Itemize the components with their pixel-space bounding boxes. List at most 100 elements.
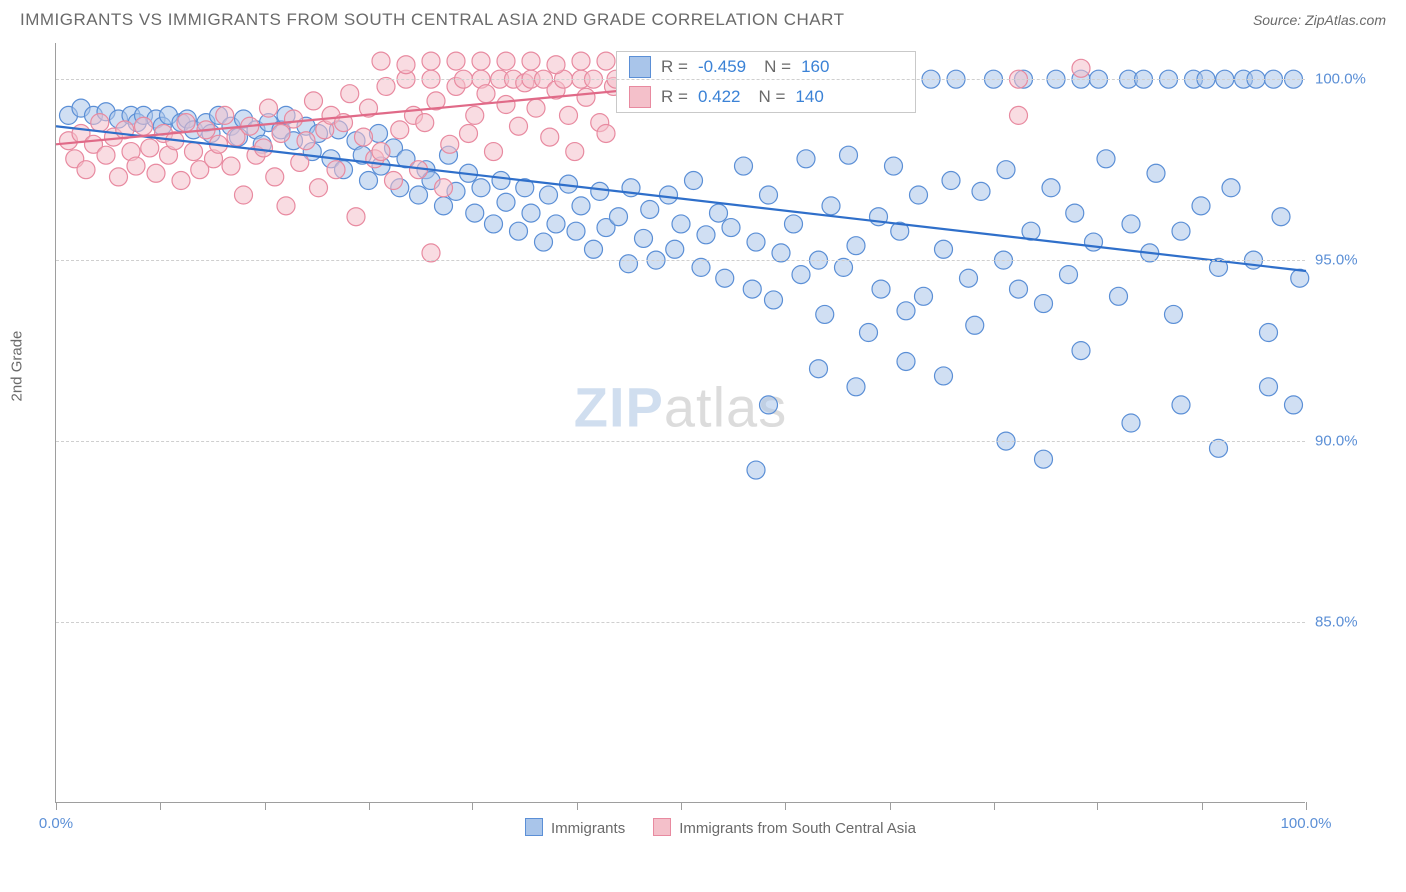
data-point (1110, 287, 1128, 305)
data-point (391, 121, 409, 139)
data-point (355, 128, 373, 146)
data-point (360, 172, 378, 190)
data-point (1042, 179, 1060, 197)
data-point (1172, 222, 1190, 240)
data-point (1060, 266, 1078, 284)
legend-swatch (525, 818, 543, 836)
data-point (685, 172, 703, 190)
y-tick-label: 95.0% (1315, 252, 1375, 269)
x-tick (1306, 802, 1307, 810)
data-point (1222, 179, 1240, 197)
data-point (997, 161, 1015, 179)
grid-line (56, 79, 1305, 80)
data-point (722, 219, 740, 237)
data-point (915, 287, 933, 305)
data-point (735, 157, 753, 175)
data-point (672, 215, 690, 233)
data-point (472, 179, 490, 197)
data-point (77, 161, 95, 179)
data-point (1035, 295, 1053, 313)
data-point (697, 226, 715, 244)
data-point (522, 52, 540, 70)
data-point (660, 186, 678, 204)
data-point (1260, 324, 1278, 342)
chart-container: 2nd Grade ZIPatlas R =-0.459N =160R =0.4… (55, 43, 1386, 803)
data-point (522, 204, 540, 222)
x-tick (994, 802, 995, 810)
data-point (447, 52, 465, 70)
data-point (1010, 106, 1028, 124)
data-point (597, 124, 615, 142)
data-point (147, 164, 165, 182)
data-point (792, 266, 810, 284)
data-point (397, 56, 415, 74)
data-point (1085, 233, 1103, 251)
data-point (497, 193, 515, 211)
data-point (597, 52, 615, 70)
data-point (110, 168, 128, 186)
data-point (1192, 197, 1210, 215)
data-point (441, 135, 459, 153)
data-point (472, 52, 490, 70)
data-point (540, 186, 558, 204)
x-tick (56, 802, 57, 810)
data-point (1291, 269, 1309, 287)
data-point (327, 161, 345, 179)
n-label: N = (758, 87, 785, 107)
data-point (560, 106, 578, 124)
x-tick (265, 802, 266, 810)
grid-line (56, 260, 1305, 261)
legend-swatch (653, 818, 671, 836)
y-tick-label: 85.0% (1315, 614, 1375, 631)
data-point (872, 280, 890, 298)
data-point (177, 114, 195, 132)
data-point (91, 114, 109, 132)
r-value: 0.422 (698, 87, 741, 107)
correlation-row: R =0.422N =140 (617, 82, 915, 112)
data-point (840, 146, 858, 164)
data-point (743, 280, 761, 298)
data-point (492, 172, 510, 190)
grid-line (56, 622, 1305, 623)
data-point (797, 150, 815, 168)
legend-swatch (629, 56, 651, 78)
data-point (435, 197, 453, 215)
chart-header: IMMIGRANTS VS IMMIGRANTS FROM SOUTH CENT… (0, 0, 1406, 38)
data-point (591, 182, 609, 200)
data-point (235, 186, 253, 204)
data-point (541, 128, 559, 146)
data-point (620, 255, 638, 273)
data-point (485, 143, 503, 161)
data-point (372, 143, 390, 161)
data-point (566, 143, 584, 161)
data-point (466, 106, 484, 124)
data-point (610, 208, 628, 226)
x-tick (681, 802, 682, 810)
data-point (910, 186, 928, 204)
x-tick (577, 802, 578, 810)
data-point (547, 56, 565, 74)
data-point (497, 96, 515, 114)
data-point (897, 352, 915, 370)
data-point (1010, 280, 1028, 298)
scatter-svg (56, 43, 1305, 802)
data-point (527, 99, 545, 117)
data-point (547, 215, 565, 233)
x-tick (160, 802, 161, 810)
legend-bottom: ImmigrantsImmigrants from South Central … (55, 818, 1386, 837)
data-point (277, 197, 295, 215)
data-point (477, 85, 495, 103)
data-point (1272, 208, 1290, 226)
data-point (141, 139, 159, 157)
n-label: N = (764, 57, 791, 77)
data-point (847, 237, 865, 255)
data-point (535, 233, 553, 251)
data-point (1172, 396, 1190, 414)
data-point (260, 99, 278, 117)
n-value: 140 (795, 87, 823, 107)
data-point (666, 240, 684, 258)
data-point (216, 106, 234, 124)
data-point (585, 240, 603, 258)
data-point (266, 168, 284, 186)
r-label: R = (661, 57, 688, 77)
